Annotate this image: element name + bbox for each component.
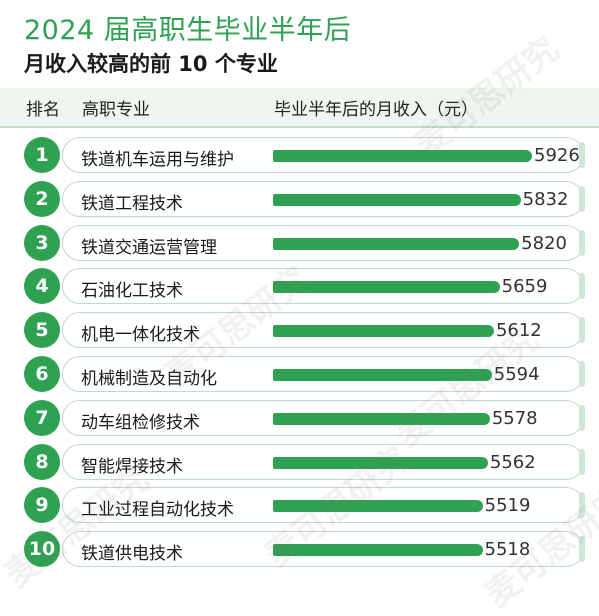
value-label: 5578 <box>491 407 538 429</box>
bar-end-dot <box>508 193 521 206</box>
major-label: 动车组检修技术 <box>81 412 200 433</box>
chart-row: 7 动车组检修技术 5578 <box>0 398 599 438</box>
bar-end-dot <box>477 412 490 425</box>
chart-row: 10 铁道供电技术 5518 <box>0 529 599 569</box>
chart-subtitle: 月收入较高的前 10 个专业 <box>24 52 278 76</box>
pill-edge <box>579 448 585 475</box>
bar-end-dot <box>470 500 483 513</box>
income-bar <box>273 150 527 162</box>
income-bar <box>273 237 514 250</box>
chart-row: 5 机电一体化技术 5612 <box>0 310 599 350</box>
row-pill: 机电一体化技术 5612 <box>62 312 585 349</box>
row-pill: 铁道供电技术 5518 <box>62 531 585 568</box>
row-pill: 铁道机车运用与维护 5926 <box>62 137 585 173</box>
major-label: 铁道供电技术 <box>81 544 183 565</box>
chart-row: 9 工业过程自动化技术 5519 <box>0 485 599 525</box>
income-bar <box>273 193 515 206</box>
row-pill: 动车组检修技术 5578 <box>62 399 585 436</box>
chart-row: 4 石油化工技术 5659 <box>0 266 599 306</box>
major-label: 机械制造及自动化 <box>81 369 217 389</box>
income-bar <box>273 325 488 338</box>
bar-end-dot <box>475 456 488 469</box>
table-header: 排名 高职专业 毕业半年后的月收入（元） <box>0 88 599 126</box>
income-bar <box>273 544 477 557</box>
row-pill: 机械制造及自动化 5594 <box>62 356 585 392</box>
row-pill: 工业过程自动化技术 5519 <box>62 487 585 524</box>
value-label: 5518 <box>484 539 531 561</box>
pill-edge <box>579 404 585 431</box>
value-label: 5562 <box>489 451 536 473</box>
bar-end-dot <box>470 544 483 557</box>
rank-badge: 3 <box>24 224 60 261</box>
pill-edge <box>579 273 585 300</box>
value-label: 5612 <box>495 320 542 342</box>
income-bar <box>273 500 477 513</box>
row-pill: 铁道工程技术 5832 <box>62 180 585 217</box>
pill-edge <box>579 536 585 563</box>
income-bar <box>273 369 486 381</box>
major-label: 石油化工技术 <box>81 281 183 302</box>
bar-end-dot <box>507 237 520 250</box>
income-bar <box>273 456 482 469</box>
chart-row: 8 智能焊接技术 5562 <box>0 442 599 482</box>
income-bar <box>273 412 484 425</box>
major-label: 智能焊接技术 <box>81 456 183 477</box>
bar-end-dot <box>481 325 494 338</box>
pill-edge <box>579 229 585 256</box>
chart-row: 6 机械制造及自动化 5594 <box>0 354 599 394</box>
bar-end-dot <box>487 281 500 294</box>
chart-row: 1 铁道机车运用与维护 5926 <box>0 135 599 175</box>
value-label: 5659 <box>501 276 548 298</box>
major-label: 铁道交通运营管理 <box>81 237 217 258</box>
rank-badge: 5 <box>24 312 60 349</box>
value-label: 5594 <box>493 364 540 385</box>
rank-badge: 8 <box>24 443 60 480</box>
rank-badge: 6 <box>24 356 60 392</box>
pill-edge <box>579 317 585 344</box>
bar-end-dot <box>479 369 492 381</box>
pill-edge <box>579 142 585 168</box>
value-label: 5820 <box>521 232 567 254</box>
rank-badge: 1 <box>24 137 60 173</box>
chart-row: 2 铁道工程技术 5832 <box>0 179 599 219</box>
pill-edge <box>579 361 585 387</box>
major-header: 高职专业 <box>82 100 150 120</box>
pill-edge <box>579 185 585 212</box>
row-pill: 智能焊接技术 5562 <box>62 443 585 480</box>
header-divider <box>0 126 599 128</box>
income-bar <box>273 281 494 294</box>
rank-badge: 4 <box>24 268 60 305</box>
rank-badge: 9 <box>24 487 60 524</box>
pill-edge <box>579 492 585 519</box>
chart-row: 3 铁道交通运营管理 5820 <box>0 223 599 263</box>
major-label: 机电一体化技术 <box>81 325 200 346</box>
income-header: 毕业半年后的月收入（元） <box>274 100 478 120</box>
rank-header: 排名 <box>26 100 60 120</box>
major-label: 铁道机车运用与维护 <box>81 150 234 170</box>
major-label: 铁道工程技术 <box>81 193 183 214</box>
bar-end-dot <box>520 150 533 162</box>
value-label: 5926 <box>534 145 580 166</box>
rank-badge: 10 <box>24 531 60 568</box>
row-pill: 铁道交通运营管理 5820 <box>62 224 585 261</box>
value-label: 5519 <box>484 495 531 517</box>
major-label: 工业过程自动化技术 <box>81 500 234 521</box>
rank-badge: 7 <box>24 399 60 436</box>
row-pill: 石油化工技术 5659 <box>62 268 585 305</box>
rank-badge: 2 <box>24 180 60 217</box>
value-label: 5832 <box>522 188 569 210</box>
chart-title: 2024 届高职生毕业半年后 <box>24 15 352 46</box>
